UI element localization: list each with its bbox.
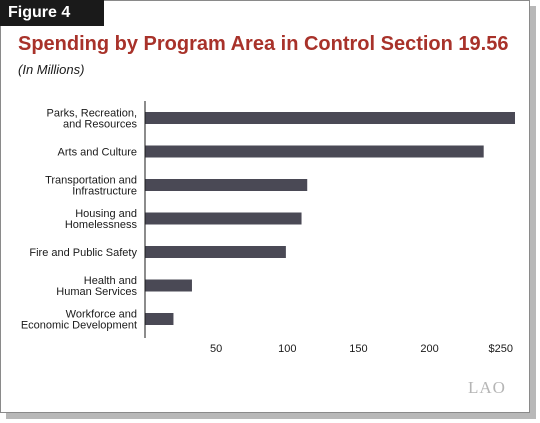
category-label-line: Human Services bbox=[56, 286, 137, 298]
category-label-line: Parks, Recreation, bbox=[47, 108, 137, 120]
frame-shadow-bottom bbox=[6, 413, 536, 419]
x-tick-label-3: 200 bbox=[420, 343, 438, 355]
lao-logo: LAO bbox=[468, 378, 506, 397]
category-label-2: Transportation and Infrastructure bbox=[45, 175, 137, 198]
frame-shadow-right bbox=[530, 6, 536, 417]
figure-label: Figure 4 bbox=[0, 0, 104, 26]
category-label-line: Arts and Culture bbox=[58, 147, 137, 159]
chart-subtitle: (In Millions) bbox=[18, 62, 85, 77]
category-label-6: Workforce and Economic Development bbox=[21, 309, 137, 332]
bar-5 bbox=[145, 279, 192, 292]
x-ticks-group: 50 100 150 200 $250 bbox=[210, 343, 513, 355]
category-label-line: Infrastructure bbox=[72, 186, 137, 198]
category-label-1: Arts and Culture bbox=[58, 147, 137, 159]
category-label-3: Housing and Homelessness bbox=[65, 208, 138, 231]
category-label-5: Health and Human Services bbox=[56, 275, 137, 298]
category-label-line: Fire and Public Safety bbox=[29, 247, 137, 259]
bar-6 bbox=[145, 313, 174, 325]
figure-frame bbox=[0, 0, 530, 413]
category-label-line: Workforce and bbox=[66, 309, 137, 321]
category-label-0: Parks, Recreation, and Resources bbox=[47, 108, 138, 131]
category-label-line: Housing and bbox=[75, 208, 137, 220]
bars-group bbox=[145, 112, 515, 325]
category-label-line: Health and bbox=[84, 275, 137, 287]
x-tick-label-0: 50 bbox=[210, 343, 222, 355]
x-tick-label-1: 100 bbox=[278, 343, 296, 355]
chart-title: Spending by Program Area in Control Sect… bbox=[18, 33, 509, 55]
category-labels-group: Parks, Recreation, and Resources Arts and … bbox=[21, 108, 138, 332]
bar-1 bbox=[145, 145, 484, 158]
bar-chart: Parks, Recreation, and Resources Arts and … bbox=[21, 101, 515, 355]
category-label-line: and Resources bbox=[63, 119, 137, 131]
category-label-line: Transportation and bbox=[45, 175, 137, 187]
category-label-line: Economic Development bbox=[21, 320, 137, 332]
bar-4 bbox=[145, 246, 286, 258]
bar-2 bbox=[145, 179, 308, 191]
x-tick-label-2: 150 bbox=[349, 343, 367, 355]
x-tick-label-4: $250 bbox=[489, 343, 513, 355]
bar-0 bbox=[145, 112, 515, 124]
category-label-line: Homelessness bbox=[65, 219, 138, 231]
category-label-4: Fire and Public Safety bbox=[29, 247, 137, 259]
bar-3 bbox=[145, 212, 302, 225]
